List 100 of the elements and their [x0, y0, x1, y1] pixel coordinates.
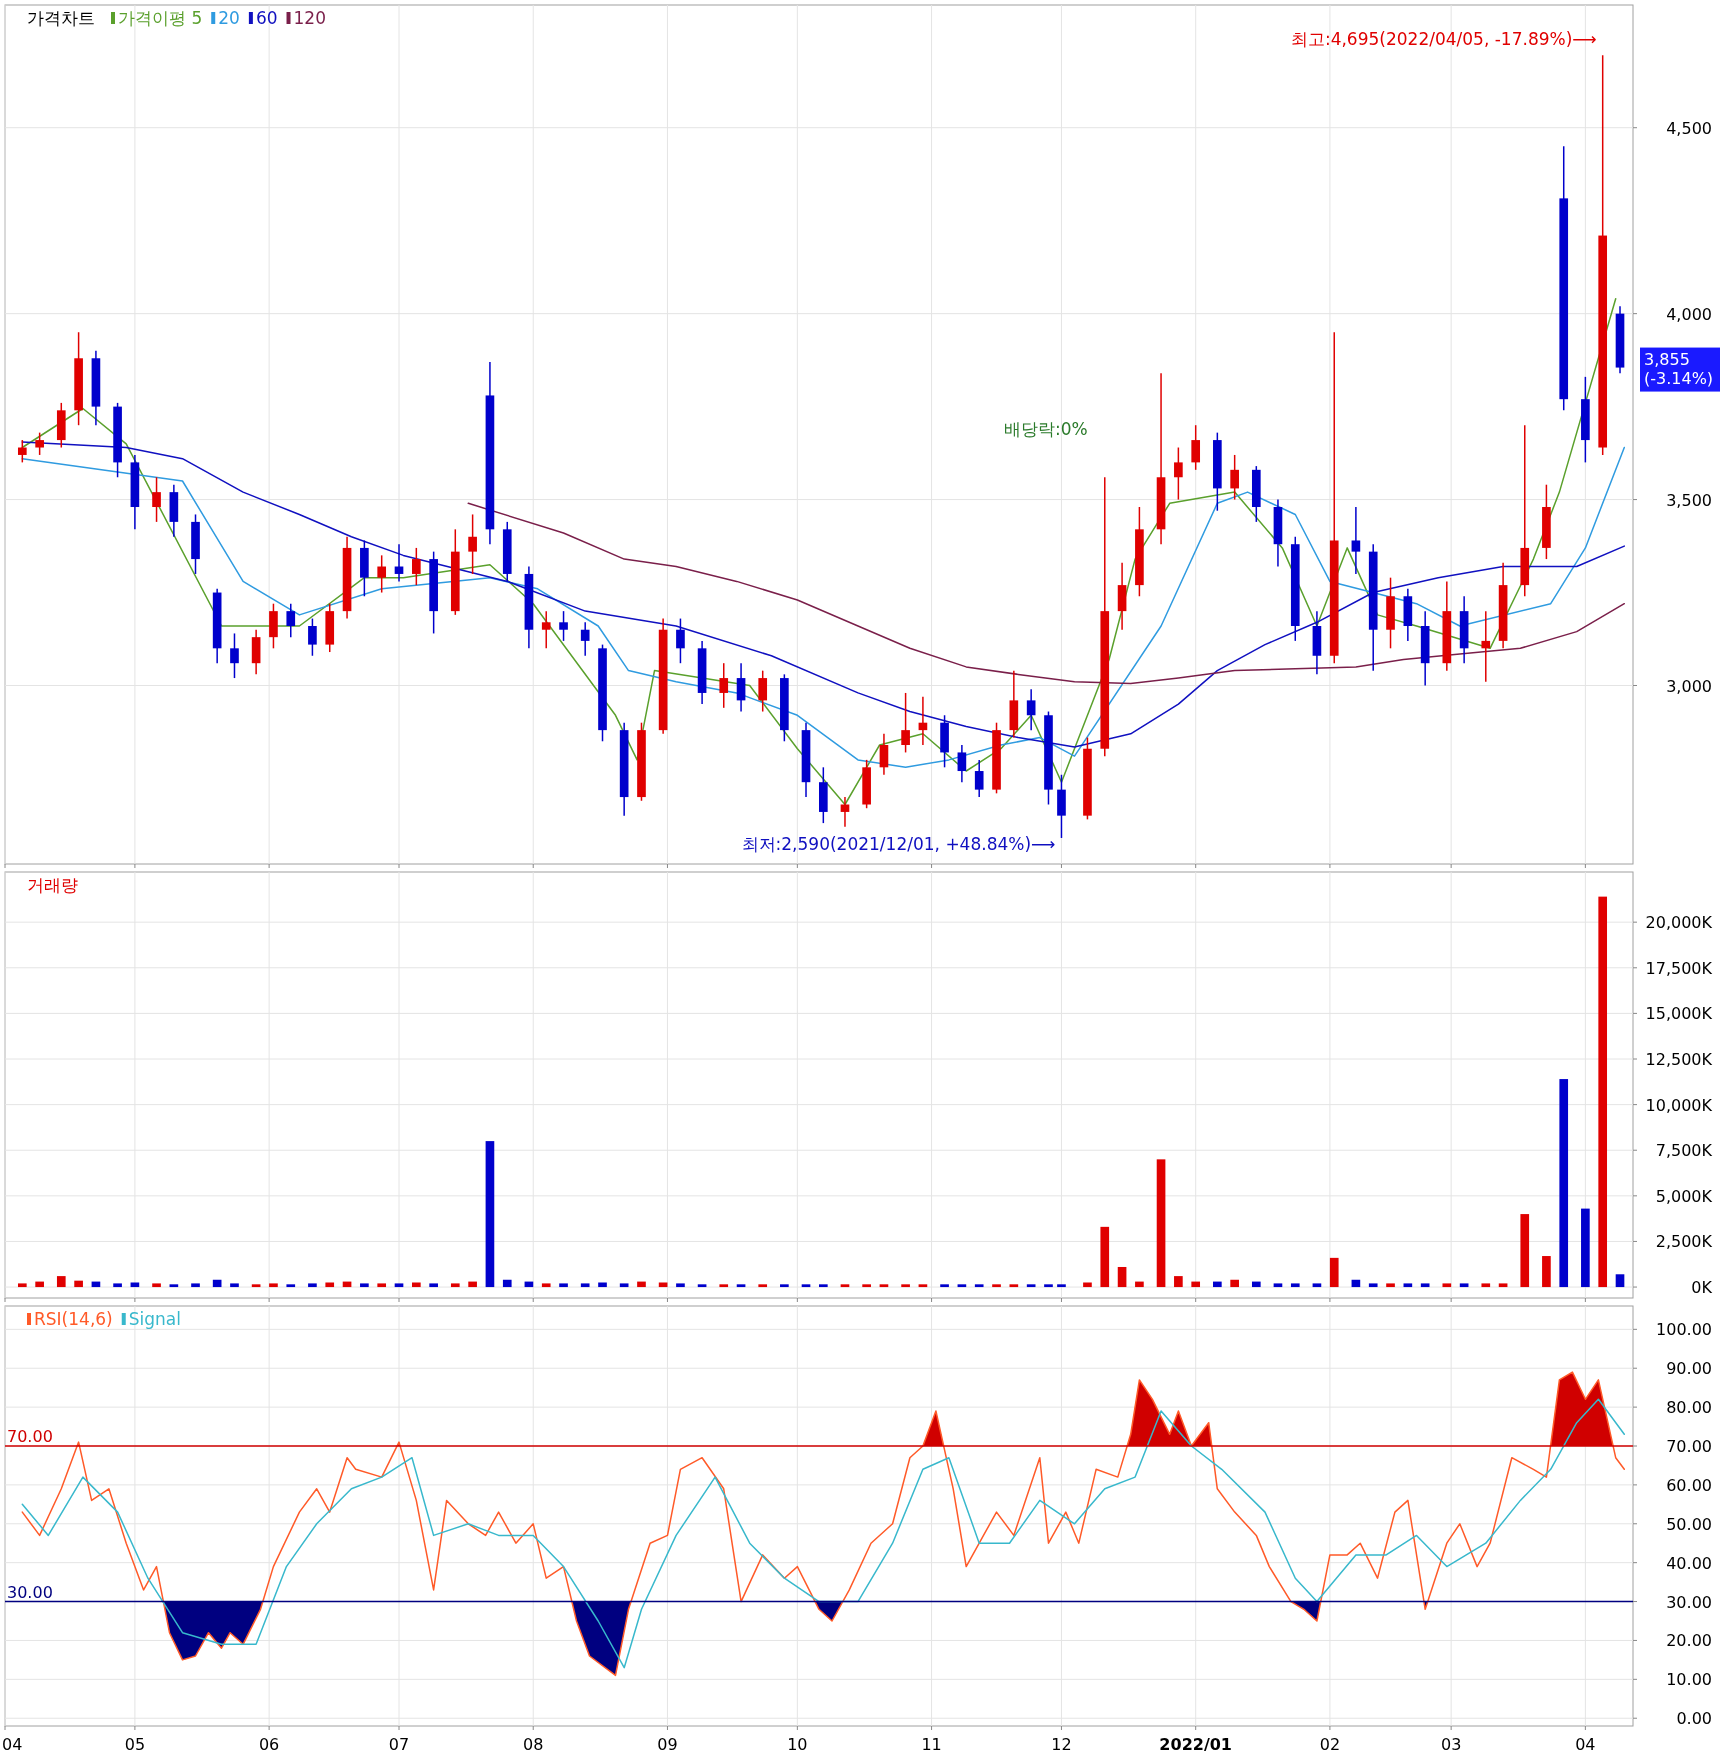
bar — [377, 1283, 387, 1288]
bar — [1598, 896, 1608, 1288]
bar — [1083, 1282, 1092, 1288]
bar — [580, 1283, 590, 1288]
annotation: 3,855 (-3.14%) — [1644, 349, 1714, 388]
bar — [1290, 1283, 1300, 1288]
candlestick — [468, 513, 477, 575]
y-tick-label: 30.00 — [1666, 1592, 1712, 1612]
bar — [901, 1284, 910, 1288]
annotation: 최저:2,590(2021/12/01, +48.84%)⟶ — [741, 833, 1056, 854]
bar — [1520, 1214, 1530, 1288]
bar — [1230, 1279, 1239, 1288]
bar — [1420, 1283, 1430, 1288]
x-tick-label: 09 — [657, 1735, 678, 1754]
y-tick-label: 0K — [1691, 1278, 1713, 1298]
legend-label: Signal — [128, 1309, 181, 1329]
bar — [1615, 1274, 1625, 1288]
bar — [1459, 1283, 1469, 1288]
bar — [819, 1284, 828, 1288]
bar — [325, 1282, 335, 1288]
candlestick — [152, 476, 161, 523]
bar — [1213, 1281, 1222, 1288]
y-tick-label: 17,500K — [1645, 958, 1713, 978]
y-tick-label: 70.00 — [1666, 1437, 1712, 1456]
bar — [17, 1283, 27, 1288]
candlestick — [719, 662, 729, 709]
candlestick — [412, 547, 421, 586]
y-tick-label: 5,000K — [1655, 1186, 1713, 1206]
bar — [1156, 1159, 1166, 1288]
bar — [598, 1282, 607, 1288]
candlestick — [286, 602, 296, 638]
y-tick-label: 3,000 — [1666, 676, 1712, 696]
bar — [1559, 1079, 1569, 1288]
y-tick-label: 4,500 — [1666, 118, 1712, 138]
candlestick — [230, 632, 239, 679]
x-tick-label: 11 — [921, 1735, 942, 1754]
bar — [152, 1283, 161, 1288]
bar — [1009, 1284, 1019, 1288]
x-tick-label: 05 — [124, 1735, 146, 1754]
bar — [974, 1284, 984, 1288]
x-tick-label: 12 — [1051, 1735, 1072, 1754]
bar — [719, 1284, 729, 1288]
y-tick-label: 40.00 — [1666, 1553, 1712, 1573]
bar — [412, 1282, 421, 1288]
bar — [502, 1279, 512, 1288]
bar — [541, 1283, 551, 1288]
bar — [957, 1284, 967, 1288]
y-tick-label: 10,000K — [1645, 1095, 1713, 1115]
bar — [269, 1283, 278, 1288]
bar — [992, 1284, 1001, 1288]
bar — [394, 1283, 404, 1288]
bar — [191, 1283, 200, 1288]
y-tick-label: 60.00 — [1666, 1475, 1712, 1495]
annotation: 배당락:0% — [1003, 418, 1088, 439]
bar — [1057, 1284, 1066, 1288]
candlestick — [1481, 610, 1491, 683]
y-tick-label: 7,500K — [1655, 1141, 1713, 1161]
x-tick-label: 08 — [523, 1735, 544, 1754]
x-tick-label: 07 — [388, 1735, 410, 1754]
bar — [940, 1284, 949, 1288]
x-tick-label: 04 — [2, 1735, 23, 1754]
bar — [130, 1282, 140, 1288]
x-tick-label: 06 — [258, 1735, 280, 1754]
y-tick-label: 15,000K — [1645, 1004, 1713, 1024]
candlestick — [974, 759, 984, 798]
bar — [1026, 1284, 1036, 1288]
bar — [918, 1284, 928, 1288]
bar — [35, 1281, 44, 1288]
y-tick-label: 3,500 — [1666, 490, 1712, 510]
ref-line-label: 30.00 — [7, 1582, 53, 1602]
bar — [1044, 1284, 1053, 1288]
y-tick-label: 50.00 — [1666, 1514, 1712, 1534]
bar — [1312, 1283, 1322, 1288]
bar — [230, 1283, 239, 1288]
bar — [1542, 1256, 1551, 1288]
bar — [113, 1283, 122, 1288]
bar — [697, 1284, 707, 1288]
line-series — [467, 502, 1626, 685]
bar — [1403, 1283, 1413, 1288]
legend-label: RSI(14,6) — [34, 1309, 113, 1329]
y-tick-label: 2,500K — [1655, 1232, 1713, 1252]
bar — [780, 1284, 789, 1288]
candlestick — [957, 744, 967, 783]
bar — [879, 1284, 889, 1288]
candlestick — [758, 669, 768, 713]
candlestick — [541, 610, 551, 650]
bar — [1174, 1276, 1183, 1288]
bar — [1273, 1283, 1283, 1288]
bar — [1251, 1281, 1261, 1288]
legend-label: 60 — [255, 8, 278, 28]
bar — [1368, 1283, 1378, 1288]
bar — [619, 1283, 629, 1288]
bar — [1481, 1283, 1491, 1288]
bar — [559, 1283, 568, 1288]
y-tick-label: 4,000 — [1666, 304, 1712, 324]
y-tick-label: 80.00 — [1666, 1398, 1712, 1418]
bar — [1117, 1266, 1127, 1288]
y-tick-label: 20.00 — [1666, 1631, 1712, 1651]
legend-label: 가격이평 5 — [118, 8, 203, 28]
candlestick — [35, 431, 44, 456]
